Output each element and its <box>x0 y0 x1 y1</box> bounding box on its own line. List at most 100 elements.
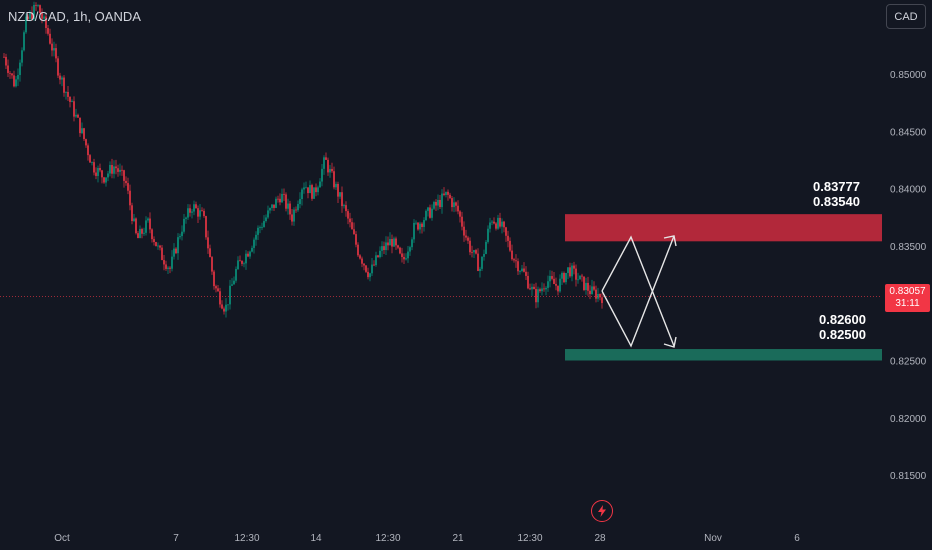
candle <box>357 242 359 258</box>
candle <box>83 127 85 142</box>
candle <box>387 236 389 251</box>
candle <box>291 208 293 226</box>
candle <box>243 261 245 268</box>
candle <box>347 209 349 225</box>
candle <box>517 258 519 275</box>
candle <box>349 212 351 228</box>
candle <box>201 207 203 212</box>
candle <box>499 212 501 229</box>
candle <box>313 187 315 199</box>
candle <box>279 193 281 206</box>
y-tick-label: 0.82500 <box>890 357 927 368</box>
candle <box>491 219 493 226</box>
projection-up-path <box>601 235 675 348</box>
candle <box>337 181 339 203</box>
candle <box>7 59 9 78</box>
candle <box>505 226 507 242</box>
candle <box>485 239 487 255</box>
candle <box>259 225 261 234</box>
candle <box>435 199 437 212</box>
candle <box>375 251 377 267</box>
candle <box>41 8 43 24</box>
candle <box>59 72 61 85</box>
candle <box>299 192 301 209</box>
candle <box>389 232 391 246</box>
candle <box>383 241 385 254</box>
candle <box>327 157 329 176</box>
candle <box>101 169 103 184</box>
candle <box>229 279 231 310</box>
candle <box>367 267 369 280</box>
candle <box>333 166 335 190</box>
candle <box>113 160 115 179</box>
candle <box>221 300 223 310</box>
candle <box>81 122 83 135</box>
candle <box>331 162 333 173</box>
candle <box>501 218 503 234</box>
candle <box>321 163 323 187</box>
candle <box>441 189 443 214</box>
candle <box>289 200 291 220</box>
candle <box>133 213 135 223</box>
candle <box>129 184 131 211</box>
candle <box>55 43 57 63</box>
candle <box>401 247 403 263</box>
candle <box>109 161 111 177</box>
candle <box>525 266 527 281</box>
candle <box>23 30 25 52</box>
candle <box>589 285 591 300</box>
candle <box>295 206 297 213</box>
candle <box>511 244 513 261</box>
candle <box>247 251 249 258</box>
x-tick-label: Oct <box>54 533 70 544</box>
flash-icon[interactable] <box>591 500 613 522</box>
resistance-zone-labels: 0.83777 0.83540 <box>800 179 860 209</box>
candle <box>91 161 93 166</box>
candle <box>439 194 441 209</box>
candle <box>529 283 531 291</box>
candle <box>303 182 305 194</box>
candle <box>463 221 465 242</box>
candle <box>147 217 149 223</box>
candle <box>595 285 597 303</box>
candle <box>477 248 479 272</box>
candle <box>281 188 283 203</box>
currency-button[interactable]: CAD <box>886 4 926 29</box>
candle <box>213 269 215 290</box>
candle <box>409 245 411 256</box>
symbol-title: NZD/CAD, 1h, OANDA <box>8 9 141 24</box>
last-price-value: 0.83057 <box>889 286 926 297</box>
candle <box>159 244 161 251</box>
candle <box>509 237 511 253</box>
candle <box>265 214 267 223</box>
resistance-zone[interactable] <box>565 214 882 242</box>
candle <box>203 208 205 218</box>
candle <box>49 28 51 45</box>
x-tick-label: 14 <box>310 533 322 544</box>
candle <box>309 180 311 194</box>
candle <box>285 192 287 212</box>
candle <box>271 204 273 211</box>
candle <box>19 59 21 82</box>
candle <box>425 209 427 222</box>
y-tick-label: 0.84000 <box>890 185 927 196</box>
candle <box>365 264 367 273</box>
candle <box>419 221 421 234</box>
support-zone[interactable] <box>565 349 882 361</box>
candle <box>423 217 425 232</box>
candle <box>95 167 97 180</box>
candle <box>123 169 125 188</box>
candle <box>199 203 201 220</box>
candle <box>341 186 343 213</box>
candle <box>17 68 19 87</box>
candle <box>135 217 137 235</box>
candle <box>415 220 417 225</box>
candle <box>141 227 143 239</box>
candle <box>9 70 11 79</box>
candle <box>339 192 341 199</box>
bar-countdown: 31:11 <box>895 298 920 309</box>
candle <box>601 293 603 309</box>
candle <box>57 56 59 79</box>
candle <box>471 245 473 258</box>
